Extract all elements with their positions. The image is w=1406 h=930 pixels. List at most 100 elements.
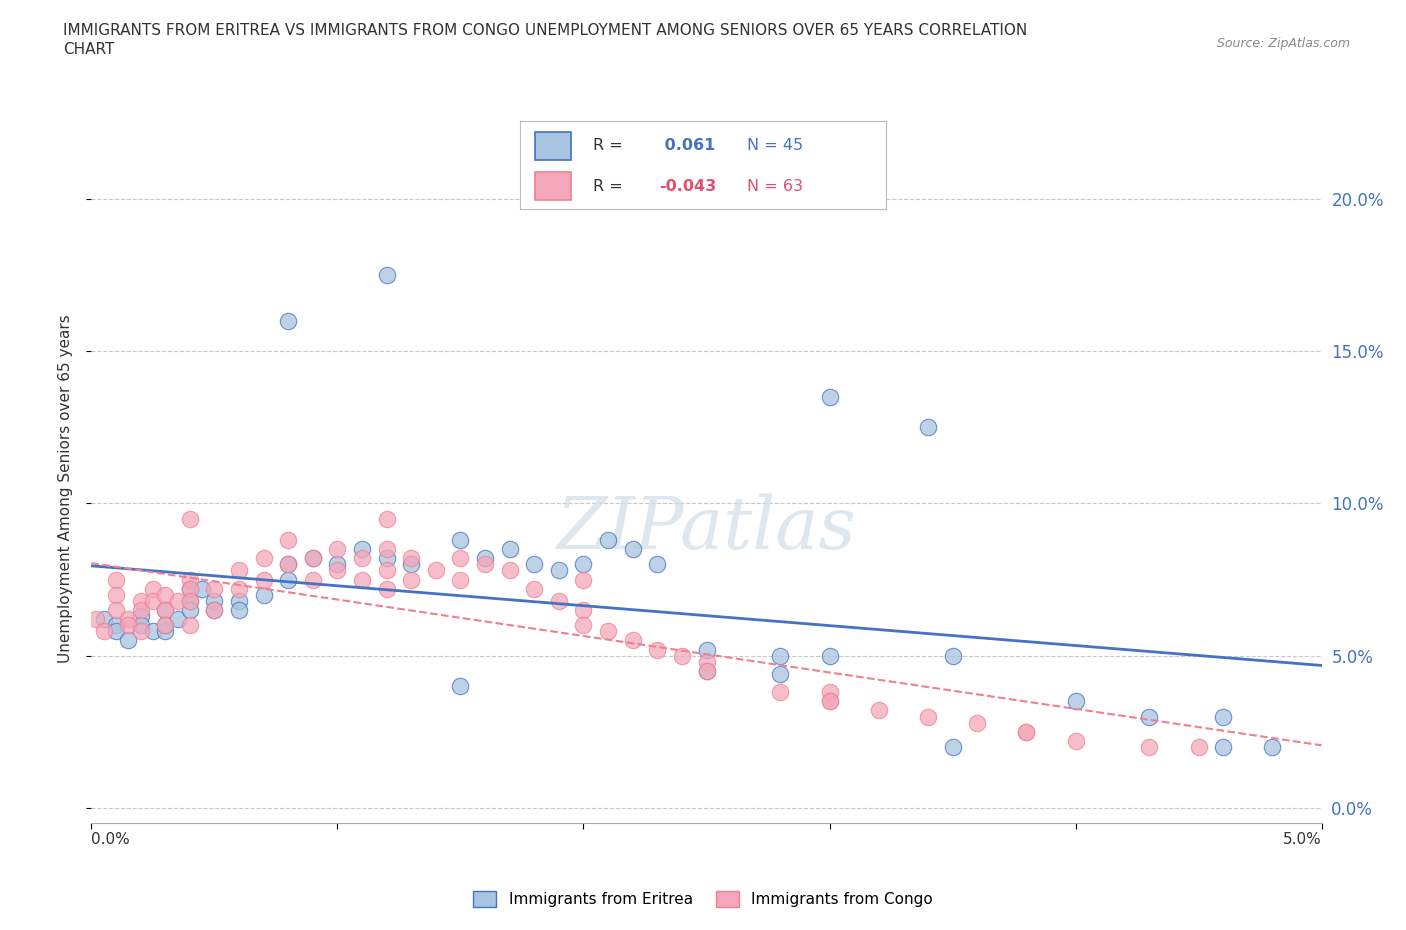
Point (596, 533, 619, 548)
Point (1137, 739, 1160, 754)
Point (1261, 739, 1284, 754)
Point (202, 603, 225, 618)
Point (179, 593, 201, 608)
Point (142, 581, 165, 596)
Legend: Immigrants from Eritrea, Immigrants from Congo: Immigrants from Eritrea, Immigrants from… (467, 884, 939, 913)
Point (868, 703, 890, 718)
Point (277, 313, 299, 328)
Point (375, 581, 398, 596)
Point (498, 563, 520, 578)
Point (572, 557, 595, 572)
Point (696, 663, 718, 678)
Point (93, 624, 115, 639)
Point (375, 512, 398, 526)
Point (449, 572, 471, 587)
Point (1137, 709, 1160, 724)
Text: CHART: CHART (63, 42, 115, 57)
Point (917, 420, 939, 435)
Point (1187, 739, 1209, 754)
Point (202, 581, 225, 596)
Y-axis label: Unemployment Among Seniors over 65 years: Unemployment Among Seniors over 65 years (58, 314, 73, 663)
Point (942, 739, 965, 754)
Point (142, 593, 165, 608)
Point (547, 563, 569, 578)
Text: IMMIGRANTS FROM ERITREA VS IMMIGRANTS FROM CONGO UNEMPLOYMENT AMONG SENIORS OVER: IMMIGRANTS FROM ERITREA VS IMMIGRANTS FR… (63, 23, 1028, 38)
Point (645, 642, 668, 657)
Point (105, 624, 127, 639)
Point (547, 593, 569, 608)
Point (191, 581, 214, 596)
Point (523, 557, 546, 572)
Point (179, 512, 201, 526)
Point (818, 684, 841, 699)
Point (818, 390, 841, 405)
Point (572, 572, 595, 587)
Point (129, 593, 152, 608)
Point (228, 603, 250, 618)
Point (769, 667, 792, 682)
Text: ZIPatlas: ZIPatlas (557, 493, 856, 564)
Point (86, 612, 108, 627)
Point (253, 551, 276, 565)
Point (326, 563, 349, 578)
Point (399, 551, 422, 565)
Point (153, 588, 177, 603)
Point (425, 563, 447, 578)
Point (301, 551, 323, 565)
Point (375, 541, 398, 556)
Point (153, 603, 177, 618)
Point (645, 557, 668, 572)
Point (202, 603, 225, 618)
Point (301, 572, 323, 587)
Point (129, 618, 152, 632)
Point (153, 603, 177, 618)
Point (153, 618, 177, 632)
Point (93, 612, 115, 627)
Text: 0.061: 0.061 (659, 139, 716, 153)
Point (375, 268, 398, 283)
Point (1064, 734, 1087, 749)
Point (818, 648, 841, 663)
Point (474, 557, 496, 572)
Point (696, 642, 718, 657)
Point (117, 618, 139, 632)
FancyBboxPatch shape (534, 172, 571, 201)
Point (228, 563, 250, 578)
Point (818, 694, 841, 709)
Point (179, 572, 201, 587)
Point (142, 624, 165, 639)
Point (769, 684, 792, 699)
Point (277, 557, 299, 572)
Point (917, 709, 939, 724)
Point (375, 563, 398, 578)
Point (474, 551, 496, 565)
Point (399, 557, 422, 572)
Point (572, 603, 595, 618)
Point (326, 541, 349, 556)
Point (621, 541, 644, 556)
Point (449, 533, 471, 548)
Point (671, 648, 693, 663)
Point (129, 603, 152, 618)
Point (301, 551, 323, 565)
Point (129, 624, 152, 639)
Point (572, 618, 595, 632)
Point (350, 551, 373, 565)
Point (1212, 709, 1234, 724)
Point (696, 655, 718, 670)
Point (326, 557, 349, 572)
Text: N = 63: N = 63 (747, 179, 803, 193)
Point (449, 679, 471, 694)
Point (179, 581, 201, 596)
Point (253, 572, 276, 587)
Point (449, 551, 471, 565)
Point (105, 603, 127, 618)
Point (105, 572, 127, 587)
Point (621, 633, 644, 648)
Point (350, 541, 373, 556)
Point (769, 648, 792, 663)
Point (253, 588, 276, 603)
Text: -0.043: -0.043 (659, 179, 717, 193)
Point (1212, 739, 1234, 754)
Point (179, 593, 201, 608)
